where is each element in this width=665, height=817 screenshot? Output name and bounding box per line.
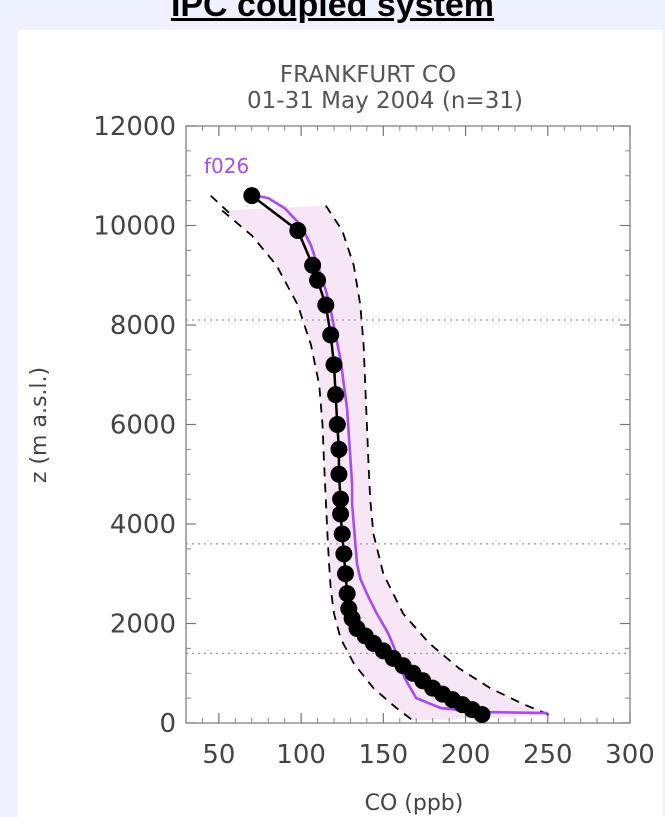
- y-tick-label: 4000: [110, 510, 176, 540]
- observed-point: [243, 187, 261, 205]
- observed-point: [338, 585, 356, 603]
- observed-point: [473, 706, 491, 724]
- dashed-envelope-line: [221, 209, 414, 722]
- chart-title: FRANKFURT CO: [280, 62, 456, 88]
- x-tick-label: 250: [523, 740, 573, 770]
- y-tick-label: 8000: [110, 311, 176, 341]
- x-tick-label: 50: [202, 740, 235, 770]
- observed-point: [309, 271, 327, 289]
- dashed-envelope-line: [325, 205, 552, 717]
- x-tick-label: 150: [359, 740, 409, 770]
- observed-point: [328, 416, 346, 433]
- y-tick-label: 10000: [93, 212, 176, 242]
- observed-point: [289, 221, 307, 239]
- dashed-envelope-line: [210, 194, 233, 217]
- chart-panel: 50 100 150 200 250 300 0 2000 4000 6000 8000 10000 1…: [18, 30, 663, 817]
- y-tick-label: 6000: [110, 411, 176, 441]
- chart-subtitle: 01-31 May 2004 (n=31): [247, 88, 523, 114]
- x-tick-label: 100: [276, 740, 326, 770]
- x-tick-label: 200: [441, 740, 491, 770]
- observed-point: [327, 386, 345, 404]
- series-layer: [210, 187, 552, 724]
- observed-point: [337, 565, 355, 583]
- reference-lines: [186, 319, 630, 654]
- slide-title: IPC coupled system: [170, 0, 495, 24]
- observed-point: [304, 256, 322, 274]
- observed-point: [330, 465, 348, 483]
- observed-point: [317, 296, 335, 314]
- y-tick-label: 12000: [93, 112, 176, 142]
- tick-labels: 50 100 150 200 250 300 0 2000 4000 6000 8000 10000 1…: [93, 112, 655, 770]
- observed-point: [322, 326, 340, 344]
- x-axis-title: CO (ppb): [365, 791, 464, 816]
- observed-point: [333, 525, 351, 543]
- observed-point: [335, 545, 353, 563]
- y-tick-label: 0: [159, 709, 176, 739]
- uncertainty-band: [222, 205, 552, 721]
- observed-point: [325, 356, 343, 374]
- x-tick-label: 300: [605, 740, 655, 770]
- y-axis-title: z (m a.s.l.): [27, 367, 52, 483]
- uncertainty-band-area: [222, 205, 552, 721]
- series-label-f026: f026: [204, 154, 249, 178]
- observed-point: [330, 440, 348, 458]
- observed-point: [332, 505, 350, 523]
- y-tick-label: 2000: [110, 610, 176, 640]
- observed-point: [332, 490, 350, 508]
- co-profile-chart: 50 100 150 200 250 300 0 2000 4000 6000 8000 10000 1…: [27, 62, 655, 816]
